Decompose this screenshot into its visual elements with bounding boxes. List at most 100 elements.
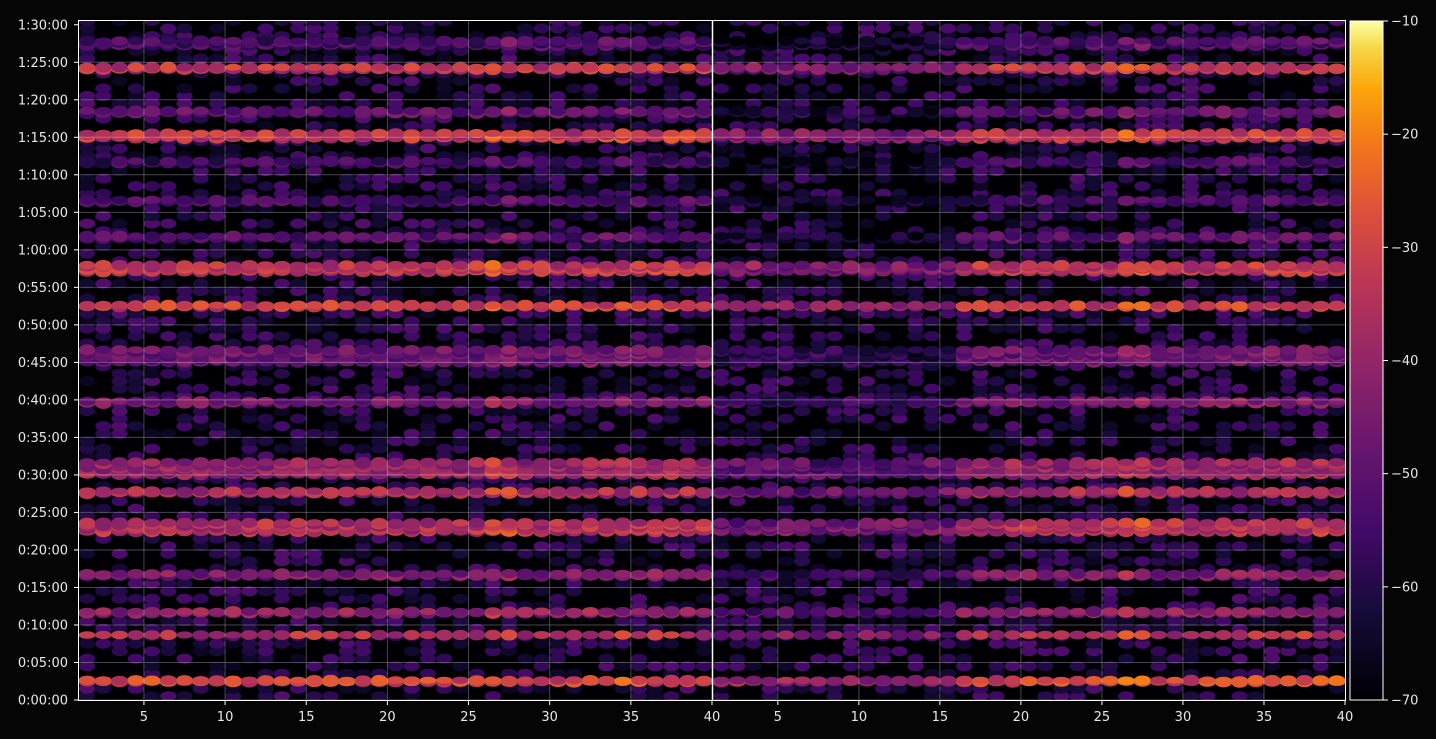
- heatmap-cell: [435, 345, 453, 355]
- heatmap-cell: [745, 406, 762, 417]
- heatmap-cell: [1134, 556, 1151, 567]
- heatmap-cell: [794, 661, 811, 672]
- heatmap-cell: [403, 106, 421, 116]
- heatmap-cell: [403, 129, 421, 138]
- panel-right-heatmap: [713, 21, 1345, 700]
- heatmap-cell: [322, 487, 339, 496]
- heatmap-cell: [614, 606, 632, 617]
- heatmap-cell: [875, 406, 892, 417]
- heatmap-cell: [224, 457, 242, 468]
- heatmap-cell: [419, 166, 437, 177]
- heatmap-cell: [241, 457, 258, 468]
- heatmap-cell: [956, 638, 973, 649]
- heatmap-cell: [729, 323, 746, 334]
- heatmap-cell: [403, 518, 421, 528]
- heatmap-cell: [419, 35, 437, 47]
- heatmap-cell: [305, 106, 323, 116]
- heatmap-cell: [322, 195, 339, 205]
- heatmap-cell: [501, 383, 518, 394]
- heatmap-cell: [257, 675, 275, 686]
- heatmap-cell: [875, 496, 892, 507]
- heatmap-cell: [1101, 616, 1119, 627]
- heatmap-cell: [111, 300, 128, 310]
- heatmap-cell: [273, 156, 291, 166]
- heatmap-cell: [988, 548, 1005, 559]
- heatmap-cell: [777, 53, 795, 64]
- heatmap-cell: [695, 248, 712, 259]
- heatmap-cell: [679, 299, 697, 311]
- heatmap-cell: [663, 62, 680, 72]
- heatmap-cell: [1247, 503, 1264, 514]
- heatmap-cell: [127, 157, 145, 165]
- heatmap-cell: [176, 53, 193, 64]
- heatmap-cell: [581, 396, 599, 406]
- heatmap-cell: [127, 638, 144, 649]
- heatmap-cell: [322, 211, 339, 222]
- heatmap-cell: [598, 486, 615, 496]
- heatmap-cell: [176, 631, 193, 639]
- heatmap-cell: [663, 218, 680, 229]
- heatmap-cell: [729, 53, 746, 64]
- heatmap-cell: [988, 211, 1005, 222]
- heatmap-cell: [1215, 316, 1232, 327]
- heatmap-cell: [1053, 53, 1070, 64]
- heatmap-cell: [160, 616, 177, 627]
- heatmap-cell: [1053, 143, 1070, 154]
- heatmap-cell: [1004, 241, 1021, 252]
- heatmap-cell: [468, 578, 485, 589]
- heatmap-cell: [436, 83, 453, 94]
- heatmap-cell: [79, 344, 96, 356]
- heatmap-cell: [94, 129, 112, 138]
- heatmap-cell: [923, 383, 940, 394]
- heatmap-cell: [630, 406, 648, 417]
- heatmap-cell: [956, 653, 973, 664]
- heatmap-cell: [907, 316, 924, 327]
- heatmap-cell: [939, 241, 957, 252]
- heatmap-cell: [549, 21, 566, 26]
- heatmap-cell: [436, 323, 453, 334]
- heatmap-cell: [1004, 421, 1021, 432]
- heatmap-cell: [1231, 248, 1248, 259]
- heatmap-cell: [143, 675, 161, 686]
- heatmap-cell: [663, 195, 680, 205]
- heatmap-cell: [565, 406, 583, 417]
- heatmap-cell: [875, 91, 892, 101]
- heatmap-cell: [549, 668, 566, 679]
- heatmap-cell: [533, 676, 550, 685]
- heatmap-cell: [549, 653, 566, 664]
- heatmap-cell: [713, 188, 730, 199]
- heatmap-cell: [858, 21, 875, 26]
- heatmap-cell: [257, 629, 275, 641]
- heatmap-cell: [533, 406, 550, 417]
- heatmap-cell: [1166, 248, 1183, 259]
- heatmap-cell: [777, 661, 795, 672]
- heatmap-cell: [679, 181, 696, 192]
- heatmap-cell: [647, 308, 664, 319]
- heatmap-cell: [290, 98, 307, 109]
- heatmap-cell: [143, 345, 161, 355]
- heatmap-cell: [516, 129, 534, 138]
- heatmap-cell: [1264, 586, 1281, 597]
- heatmap-cell: [241, 83, 258, 94]
- heatmap-cell: [143, 443, 161, 454]
- heatmap-cell: [972, 316, 989, 327]
- heatmap-cell: [257, 344, 275, 356]
- heatmap-cell: [549, 278, 566, 289]
- heatmap-cell: [403, 569, 421, 578]
- heatmap-cell: [257, 638, 274, 649]
- heatmap-cell: [387, 76, 404, 86]
- heatmap-cell: [516, 487, 534, 496]
- heatmap-cell: [1037, 286, 1054, 297]
- heatmap-cell: [533, 653, 550, 664]
- heatmap-cell: [1231, 668, 1248, 679]
- heatmap-cell: [452, 173, 469, 184]
- heatmap-cell: [598, 23, 615, 34]
- heatmap-cell: [289, 344, 307, 356]
- heatmap-cell: [95, 683, 112, 694]
- heatmap-cell: [225, 338, 242, 349]
- heatmap-cell: [1134, 76, 1151, 86]
- heatmap-cell: [208, 397, 226, 406]
- heatmap-cell: [322, 241, 339, 252]
- heatmap-cell: [370, 607, 388, 616]
- heatmap-cell: [435, 157, 453, 165]
